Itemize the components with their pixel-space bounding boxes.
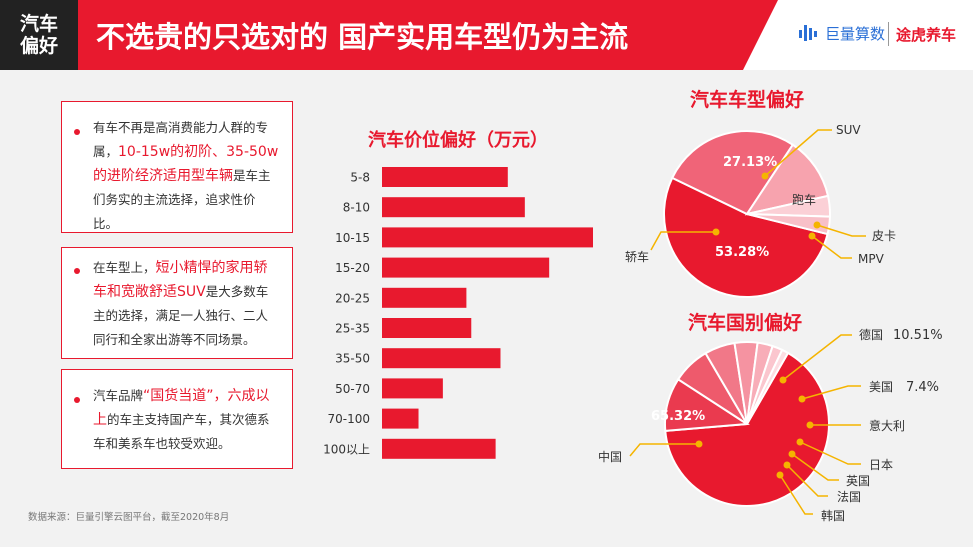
bar-3 <box>382 257 550 278</box>
pie-country-slice-7 <box>746 348 790 425</box>
bullet-icon <box>74 268 80 274</box>
logo-divider <box>888 22 889 46</box>
bar-category-label: 50-70 <box>335 382 370 396</box>
pie-country-label-1: 德国 <box>859 327 883 342</box>
leader-country-6-line <box>786 464 828 497</box>
bar-chart-title: 汽车价位偏好（万元） <box>368 130 548 151</box>
bar-category-label: 10-15 <box>335 231 370 245</box>
bar-4 <box>382 287 467 308</box>
pie-type-label-suv: SUV <box>836 123 861 137</box>
juliang-logo-text: 巨量算数 <box>825 24 886 43</box>
pie-type-value-suv: 27.13% <box>723 155 777 170</box>
leader-country-7-line <box>779 474 813 515</box>
bar-category-label: 100以上 <box>323 442 370 456</box>
pie-country-label-3: 意大利 <box>869 418 905 433</box>
page-title: 不选贵的只选对的 国产实用车型仍为主流 <box>96 20 629 54</box>
pie-type-slice-1 <box>670 130 795 216</box>
pie-country-label-4: 日本 <box>869 458 893 472</box>
bar-category-label: 15-20 <box>335 261 370 275</box>
bullet-icon <box>74 129 80 135</box>
leader-country-5-line <box>791 453 839 481</box>
pie-country-label-2: 美国 <box>869 380 893 394</box>
leader-country-1-line <box>782 334 852 381</box>
pie-country-label-6: 法国 <box>837 490 861 504</box>
pie-country-label-7: 韩国 <box>821 508 845 523</box>
bullet-icon <box>74 397 80 403</box>
insight-box-price: 有车不再是高消费能力人群的专属，10-15w的初阶、35-50w的进阶经济适用型… <box>61 101 293 233</box>
pie-country-label-china: 中国 <box>598 449 622 464</box>
pie-country-value-china: 65.32% <box>651 409 705 424</box>
juliang-logo-icon <box>799 25 817 41</box>
header-bar: 汽车 偏好 不选贵的只选对的 国产实用车型仍为主流 巨量算数 途虎养车 <box>0 0 973 70</box>
bar-7 <box>382 378 443 399</box>
pie-country-label-5: 英国 <box>846 474 870 488</box>
pie-type-title: 汽车车型偏好 <box>690 89 805 111</box>
pie-type-label-mpv: MPV <box>858 252 885 266</box>
bar-category-label: 35-50 <box>335 352 370 366</box>
pie-type-slice-0 <box>663 176 829 298</box>
pie-country-title: 汽车国别偏好 <box>688 312 803 334</box>
bar-9 <box>382 438 496 459</box>
pie-type-slice-2 <box>744 143 830 216</box>
bar-6 <box>382 348 501 369</box>
bar-1 <box>382 197 525 218</box>
bar-category-label: 70-100 <box>327 412 370 426</box>
leader-country-4-line <box>799 441 861 465</box>
insight-text-type: 在车型上，短小精悍的家用轿车和宽敞舒适SUV是大多数车主的选择，满足一人独行、二… <box>93 260 269 347</box>
insight-box-type: 在车型上，短小精悍的家用轿车和宽敞舒适SUV是大多数车主的选择，满足一人独行、二… <box>61 247 293 359</box>
pie-country-outside-value-1: 10.51% <box>893 328 943 343</box>
tuhu-logo: 途虎养车 <box>896 26 957 44</box>
pie-type-slice-4 <box>746 213 831 236</box>
bar-category-label: 25-35 <box>335 322 370 336</box>
pie-type-label-sedan: 轿车 <box>625 249 649 264</box>
bar-category-label: 20-25 <box>335 291 370 305</box>
pie-type-label-sports: 跑车 <box>792 192 816 207</box>
bar-category-label: 8-10 <box>343 201 370 215</box>
bar-0 <box>382 167 508 187</box>
data-source-note: 数据来源：巨量引擎云图平台，截至2020年8月 <box>28 512 230 523</box>
bar-5 <box>382 318 472 338</box>
title-banner <box>78 0 778 70</box>
insight-text-price: 有车不再是高消费能力人群的专属，10-15w的初阶、35-50w的进阶经济适用型… <box>93 120 279 231</box>
leader-sedan-line <box>650 231 716 251</box>
section-tag: 汽车 偏好 <box>0 0 78 70</box>
leader-suv-line <box>764 129 832 177</box>
bar-2 <box>382 227 593 248</box>
pie-type-label-pickup: 皮卡 <box>872 229 896 243</box>
leader-china-line <box>629 443 699 457</box>
juliang-logo: 巨量算数 <box>797 22 885 44</box>
leader-mpv-line <box>811 235 852 259</box>
pie-type-value-sedan: 53.28% <box>715 245 769 260</box>
pie-country-outside-value-2: 7.4% <box>906 380 939 395</box>
bar-category-label: 5-8 <box>350 171 370 185</box>
insight-text-brand: 汽车品牌“国货当道”，六成以上的车主支持国产车，其次德系车和美系车也较受欢迎。 <box>93 388 270 451</box>
bar-8 <box>382 408 419 429</box>
leader-pickup-line <box>816 224 866 237</box>
leader-country-2-line <box>801 385 861 400</box>
insight-box-brand: 汽车品牌“国货当道”，六成以上的车主支持国产车，其次德系车和美系车也较受欢迎。 <box>61 369 293 469</box>
